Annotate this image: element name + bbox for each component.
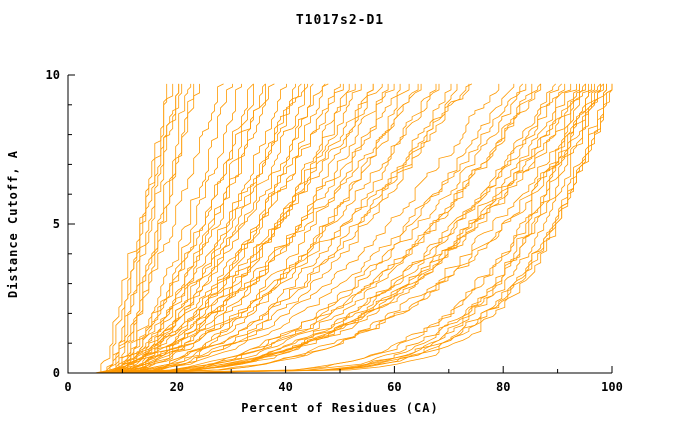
gdt-curve [133,83,586,374]
gdt-curve [136,83,607,374]
gdt-curve [100,83,296,374]
gdt-curve [112,83,314,374]
x-tick-label: 40 [278,380,292,394]
chart-title: T1017s2-D1 [296,13,384,28]
gdt-curve [124,83,395,374]
gdt-curve [106,83,305,374]
gdt-curve [127,83,473,374]
gdt-curve [106,83,440,374]
gdt-curve [109,83,577,374]
gdt-curve [109,83,356,374]
gdt-curve [112,83,556,374]
gdt-curve [109,83,410,374]
gdt-curve [118,83,266,374]
gdt-curve [112,83,389,374]
x-tick-label: 80 [496,380,510,394]
gdt-curve [118,83,533,374]
gdt-curve [124,83,566,374]
gdt-curve [127,83,362,374]
y-axis-label: Distance Cutoff, A [6,150,20,298]
y-tick-label: 5 [53,217,60,231]
gdt-curve [145,83,613,374]
gdt-curve [160,83,604,374]
gdt-curve [109,83,180,373]
x-tick-label: 100 [601,380,623,394]
gdt-curve [109,83,572,374]
gdt-curve [160,83,589,374]
gdt-curve [115,83,592,374]
gdt-curve [100,83,422,374]
gdt-curve [136,83,452,374]
gdt-curve [103,83,174,374]
gdt-curve [109,83,234,373]
gdt-curve [112,83,562,374]
gdt-curve [121,83,541,374]
x-axis-label: Percent of Residues (CA) [241,401,438,415]
gdt-curve [109,83,275,374]
gdt-curve [103,83,224,374]
tick-labels: 0 20 40 60 80 100 0 5 10 [46,68,623,394]
gdt-curve [94,83,254,374]
gdt-curve [172,83,613,374]
gdt-curve [112,83,168,374]
gdt-curve [103,83,341,374]
y-tick-label: 10 [46,68,60,82]
gdt-curve [124,83,350,374]
gdt-curve [115,83,302,374]
y-tick-label: 0 [53,366,60,380]
gdt-curve [103,83,401,374]
gdt-curve [100,83,326,374]
tick-marks [67,74,613,374]
x-tick-label: 60 [387,380,401,394]
gdt-curve [94,83,374,374]
prediction-curves [94,83,613,374]
gdt-curve [103,83,266,374]
gdt-curve [124,83,580,374]
gdt-curve [121,83,201,373]
gdt-curve [124,83,580,374]
gdt-curve [139,83,601,374]
x-tick-label: 20 [170,380,184,394]
gdt-curve [109,83,500,374]
x-tick-label: 0 [64,380,71,394]
gdt-curve [118,83,527,374]
gdt-curve [124,83,613,374]
gdt-curve [106,83,524,374]
gdt-curve [124,83,195,374]
gdt-curve [112,83,254,374]
gdt-curve [121,83,419,374]
gdt-curve [106,83,470,374]
